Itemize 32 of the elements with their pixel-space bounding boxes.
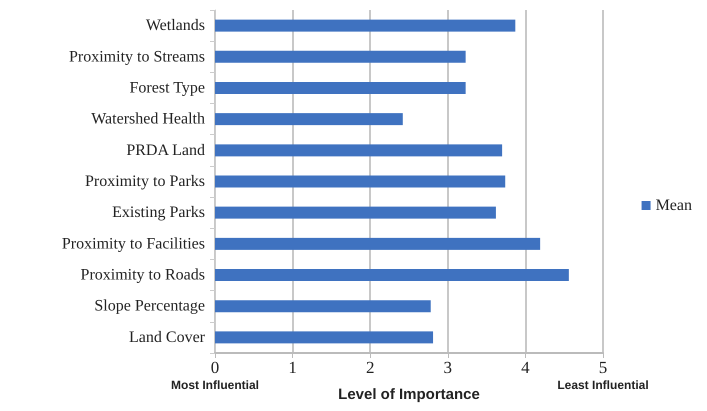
x-tick-label: 0 xyxy=(210,358,220,377)
y-tick-label: Land Cover xyxy=(129,328,206,346)
bar xyxy=(215,113,403,126)
bar xyxy=(215,176,506,188)
y-tick-label: Proximity to Facilities xyxy=(62,235,205,252)
x-tick-label: 3 xyxy=(444,358,452,377)
x-tick-label: 1 xyxy=(288,358,297,377)
y-tick-label: Proximity to Streams xyxy=(69,48,205,66)
x-tick-label: 4 xyxy=(521,358,530,377)
bar xyxy=(215,238,540,250)
bar xyxy=(215,331,434,344)
x-tick-label: 2 xyxy=(366,358,374,377)
legend-label: Mean xyxy=(656,197,692,214)
bar xyxy=(215,300,431,312)
y-tick-label: Forest Type xyxy=(130,79,205,96)
bar xyxy=(215,50,466,63)
bar xyxy=(215,20,516,32)
text: Least Influential xyxy=(557,378,649,392)
bar xyxy=(215,269,569,282)
x-tick-label: 5 xyxy=(598,358,608,377)
y-tick-label: Wetlands xyxy=(146,17,205,34)
bar xyxy=(215,144,502,156)
y-tick-label: PRDA Land xyxy=(126,142,205,159)
y-tick-label: Proximity to Roads xyxy=(80,266,205,284)
x-axis-title: Level of Importance xyxy=(338,386,480,403)
bar xyxy=(215,206,496,219)
y-tick-label: Slope Percentage xyxy=(94,298,205,315)
y-tick-label: Watershed Health xyxy=(91,110,205,128)
y-tick-label: Existing Parks xyxy=(112,204,205,222)
bar xyxy=(215,82,466,94)
text: Most Influential xyxy=(171,378,259,392)
y-tick-label: Proximity to Parks xyxy=(84,173,205,190)
